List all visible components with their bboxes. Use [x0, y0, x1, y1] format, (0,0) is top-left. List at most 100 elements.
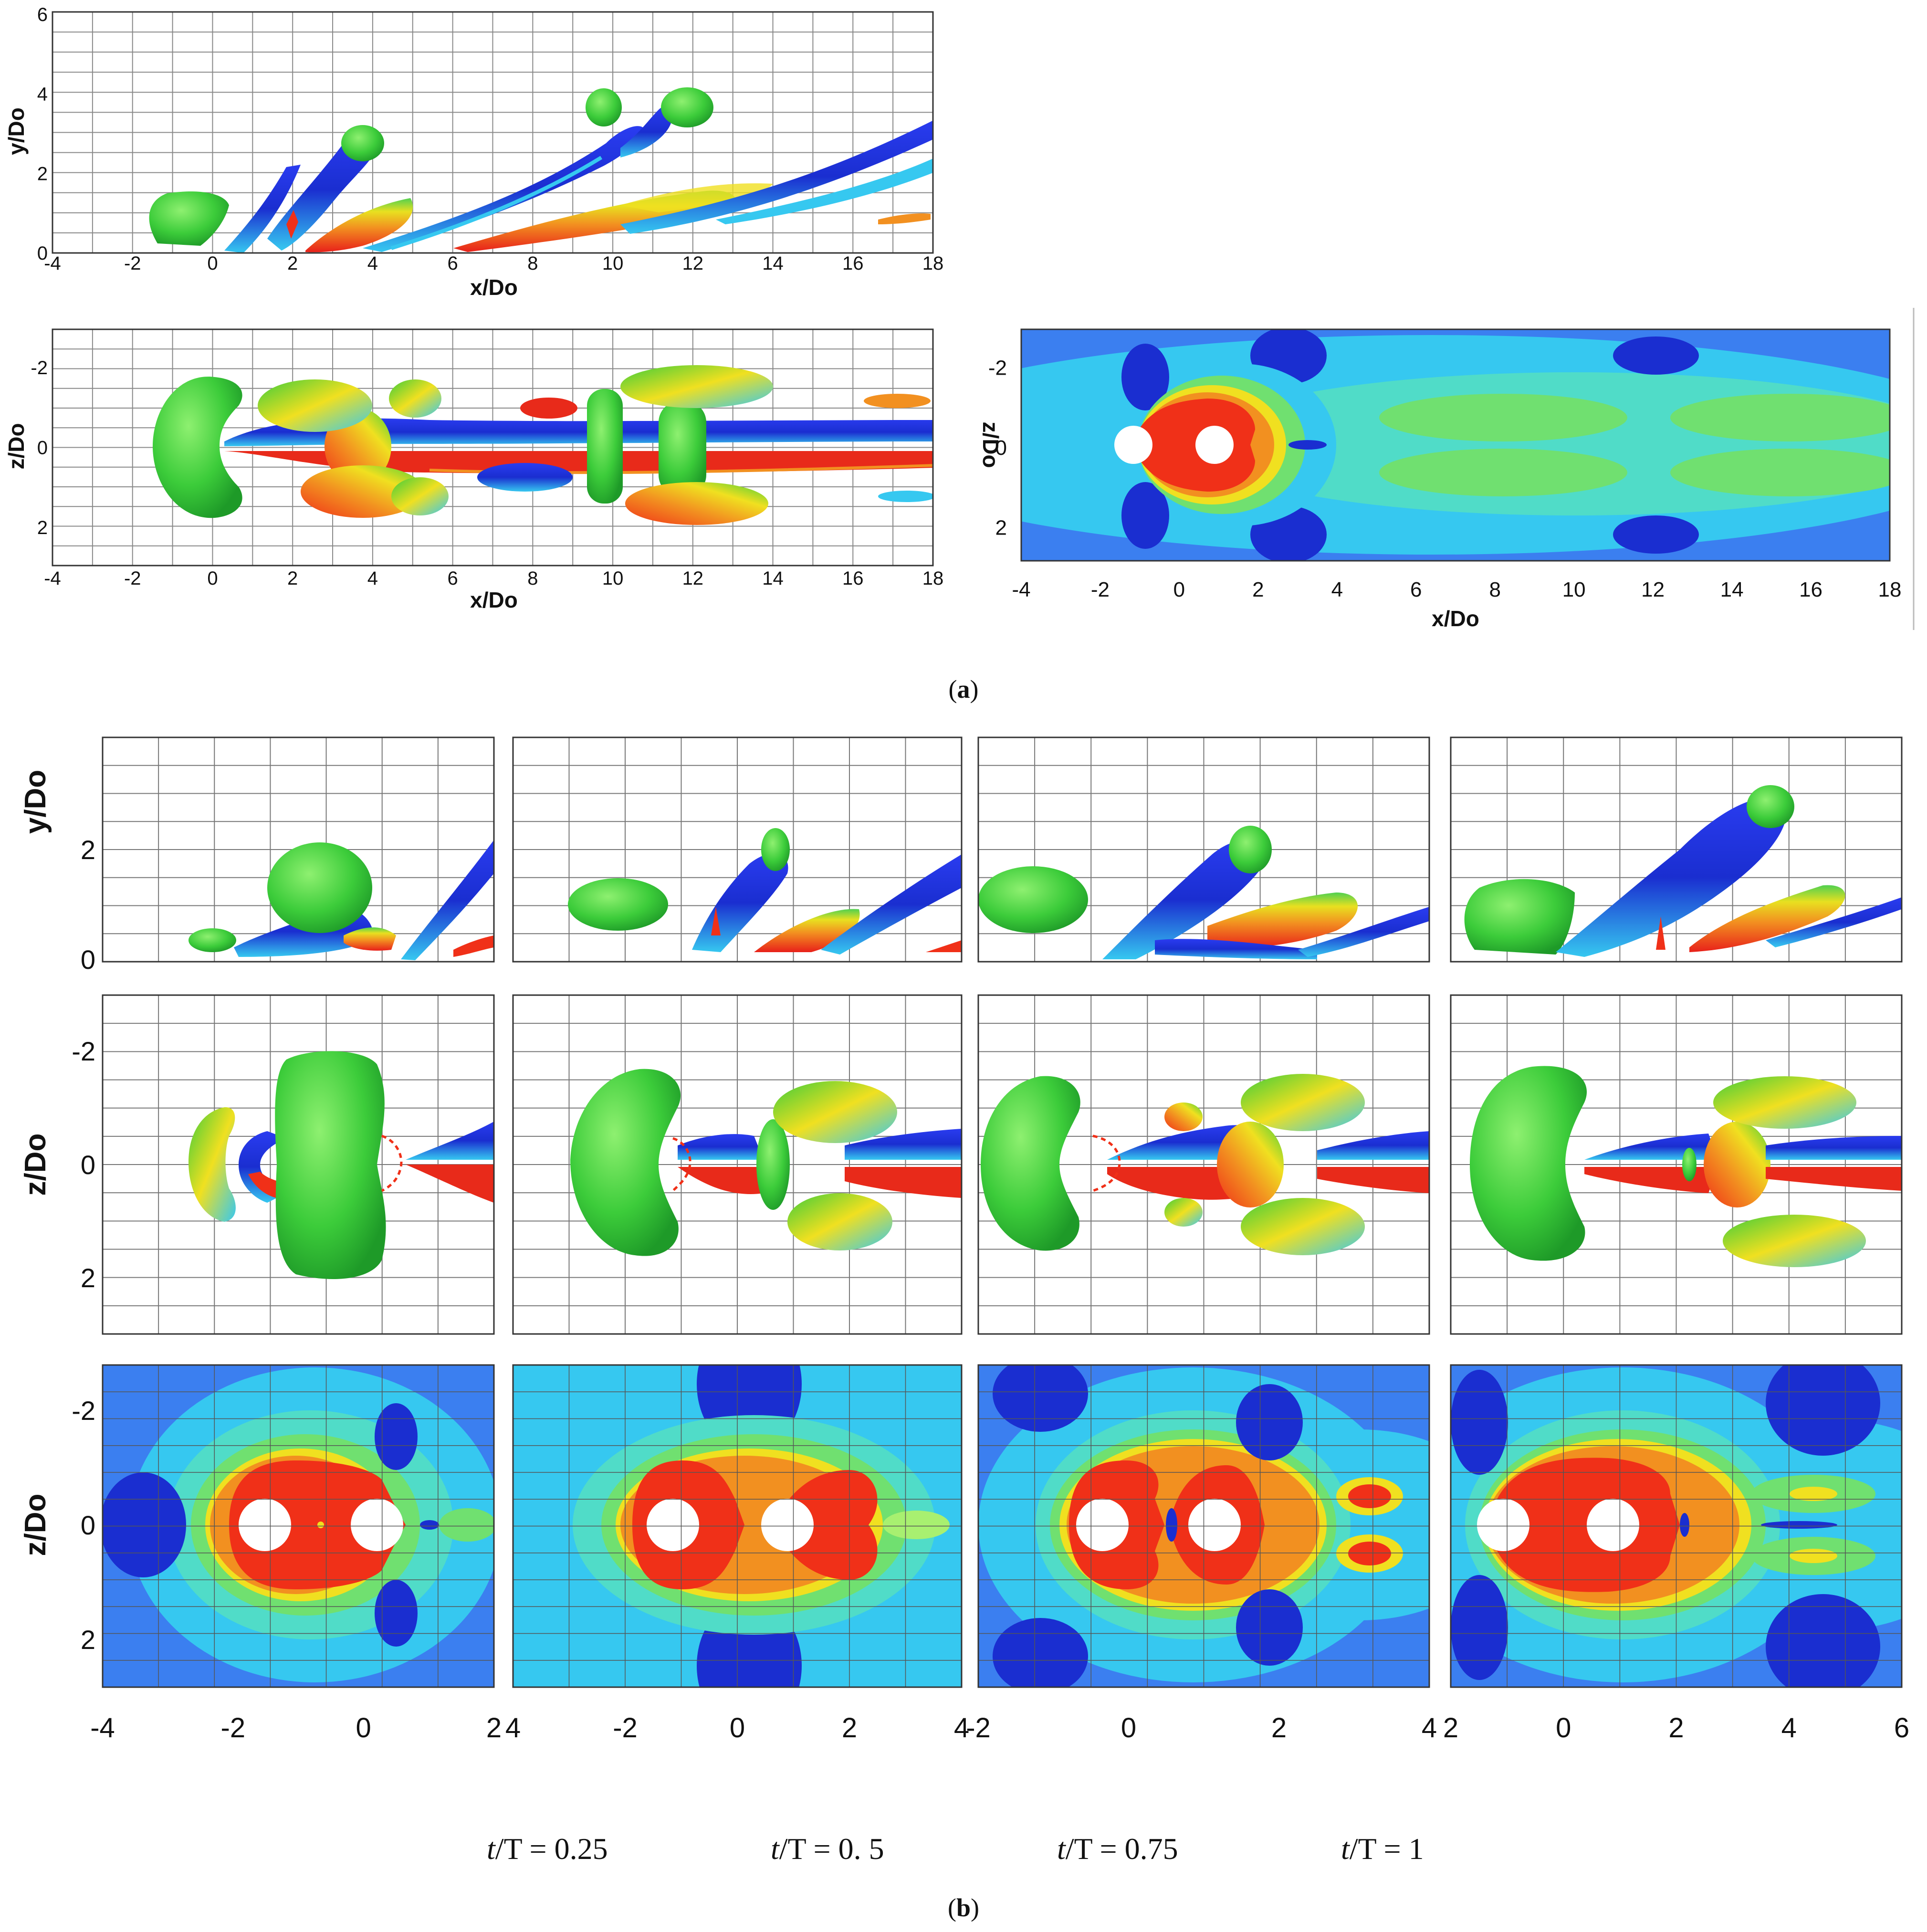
x-tick: 0 [207, 568, 218, 589]
x-tick: 0 [1556, 1712, 1571, 1743]
y-tick: -2 [72, 1396, 95, 1426]
x-tick: 8 [527, 253, 538, 274]
y-tick: -2 [31, 357, 48, 378]
panel-a-caption: (a) [949, 675, 979, 704]
x-tick: 2 [842, 1712, 857, 1743]
panel-b-side-views: y/Do 2 0 [19, 736, 1903, 975]
x-tick: 6 [1410, 578, 1422, 601]
y-tick: -2 [72, 1036, 95, 1066]
x-tick: -2 [966, 1712, 991, 1743]
top-view-t1 [1470, 1066, 1902, 1267]
y-axis-label: z/Do [978, 421, 1003, 468]
x-tick: 16 [842, 568, 864, 589]
side-view-t075 [978, 826, 1429, 959]
x-tick: 12 [682, 253, 704, 274]
side-view-t025 [189, 840, 494, 960]
x-tick: 0 [356, 1712, 371, 1743]
x-axis-label: x/Do [470, 588, 518, 612]
x-tick: 10 [1562, 578, 1586, 601]
x-tick: 6 [448, 568, 458, 589]
top-view-t025 [189, 1051, 494, 1279]
plot-frame [977, 1364, 1430, 1688]
y-tick: 2 [81, 1263, 95, 1293]
x-tick: 18 [922, 568, 944, 589]
x-tick: -2 [1091, 578, 1110, 601]
x-tick: 10 [602, 568, 624, 589]
panel-a-contour: z/Do x/Do -4 -2 0 2 4 6 8 10 12 14 16 18 -2 0 2 [978, 308, 1915, 631]
x-tick: 0 [207, 253, 218, 274]
x-tick: 16 [842, 253, 864, 274]
tick-labels: -4 -2 0 2 4 6 8 10 12 14 16 18 -2 0 2 [31, 357, 943, 589]
panel-a-top-view: z/Do x/Do -4 -2 0 2 4 6 8 10 12 14 16 18 -2 0 2 [4, 328, 943, 612]
x-tick: -4 [1012, 578, 1030, 601]
x-tick: 14 [762, 253, 784, 274]
x-tick: 2 [287, 568, 298, 589]
x-axis-label: x/Do [1432, 606, 1479, 631]
plot-frame [1450, 1364, 1903, 1688]
plot-frame [512, 994, 963, 1335]
y-tick: 0 [995, 436, 1007, 460]
plot-frame [1450, 994, 1903, 1335]
x-tick: 4 [1331, 578, 1343, 601]
y-tick: 0 [81, 1510, 95, 1540]
y-tick: 6 [37, 4, 48, 25]
x-tick: -2 [124, 568, 141, 589]
plot-frame [512, 1364, 963, 1688]
plot-frame [977, 994, 1430, 1335]
y-tick: 2 [37, 163, 48, 184]
side-view-t05 [568, 828, 962, 955]
panel-b-contours: z/Do -2 0 2 -4 -2 0 2 4 -2 0 2 4-2 0 2 4 2 0 2 4 6 [19, 1364, 1909, 1743]
vortex-isosurfaces [153, 365, 933, 525]
x-tick: -4 [90, 1712, 115, 1743]
time-label-4: t/T = 1 [1341, 1832, 1424, 1866]
x-tick: 4 [367, 253, 378, 274]
y-tick: 4 [37, 84, 48, 105]
tick-labels: -4 -2 0 2 4 6 8 10 12 14 16 18 -2 0 2 [988, 356, 1902, 601]
x-tick: 2 [1252, 578, 1264, 601]
x-tick: -4 [44, 253, 61, 274]
time-label-1: t/T = 0.25 [487, 1832, 608, 1866]
y-axis-label: z/Do [19, 1134, 52, 1196]
plot-frame [512, 736, 963, 963]
x-tick: 12 [682, 568, 704, 589]
y-tick: 0 [81, 945, 95, 975]
x-tick: 4 [954, 1712, 969, 1743]
x-tick: 4 [367, 568, 378, 589]
x-tick: -2 [124, 253, 141, 274]
plot-frame [52, 328, 934, 567]
plot-frame [102, 1364, 495, 1688]
y-axis-label: z/Do [4, 423, 29, 469]
y-tick: -2 [988, 356, 1007, 379]
plot-frame [102, 994, 495, 1335]
y-axis-label: y/Do [19, 770, 52, 834]
x-tick: 2 [1443, 1712, 1458, 1743]
x-tick: 2 [1668, 1712, 1684, 1743]
plot-frame [1450, 736, 1903, 963]
x-tick: 14 [1720, 578, 1744, 601]
x-tick: -2 [613, 1712, 638, 1743]
x-tick: 4 [1781, 1712, 1797, 1743]
side-view-t1 [1464, 785, 1902, 957]
x-tick: 10 [602, 253, 624, 274]
tick-labels: -4 -2 0 2 4 6 8 10 12 14 16 18 6 4 2 0 [37, 4, 944, 274]
panel-b-caption: (b) [948, 1893, 979, 1922]
x-tick: -4 [44, 568, 61, 589]
x-axis-label: x/Do [470, 275, 518, 300]
x-tick: 18 [922, 253, 944, 274]
x-tick: 2 [287, 253, 298, 274]
plot-frame [1020, 328, 1891, 562]
time-labels: t/T = 0.25 t/T = 0. 5 t/T = 0.75 t/T = 1 [487, 1832, 1424, 1866]
x-tick: 0 [1173, 578, 1185, 601]
x-tick: 12 [1641, 578, 1665, 601]
x-tick: 4 [505, 1712, 521, 1743]
x-tick: 16 [1799, 578, 1822, 601]
top-view-t075 [981, 1074, 1429, 1255]
x-tick: 18 [1878, 578, 1902, 601]
y-axis-label: z/Do [19, 1494, 52, 1556]
plot-frame [977, 736, 1430, 963]
panel-a-side-view: y/Do x/Do -4 -2 0 2 4 6 8 10 12 14 16 18 6 4 2 0 [4, 4, 943, 300]
x-tick-labels: -4 -2 0 2 4 -2 0 2 4-2 0 2 4 2 0 2 4 6 [90, 1712, 1909, 1743]
panel-b-top-views: z/Do -2 0 2 [19, 994, 1903, 1335]
contour-t1 [1451, 1365, 1902, 1687]
